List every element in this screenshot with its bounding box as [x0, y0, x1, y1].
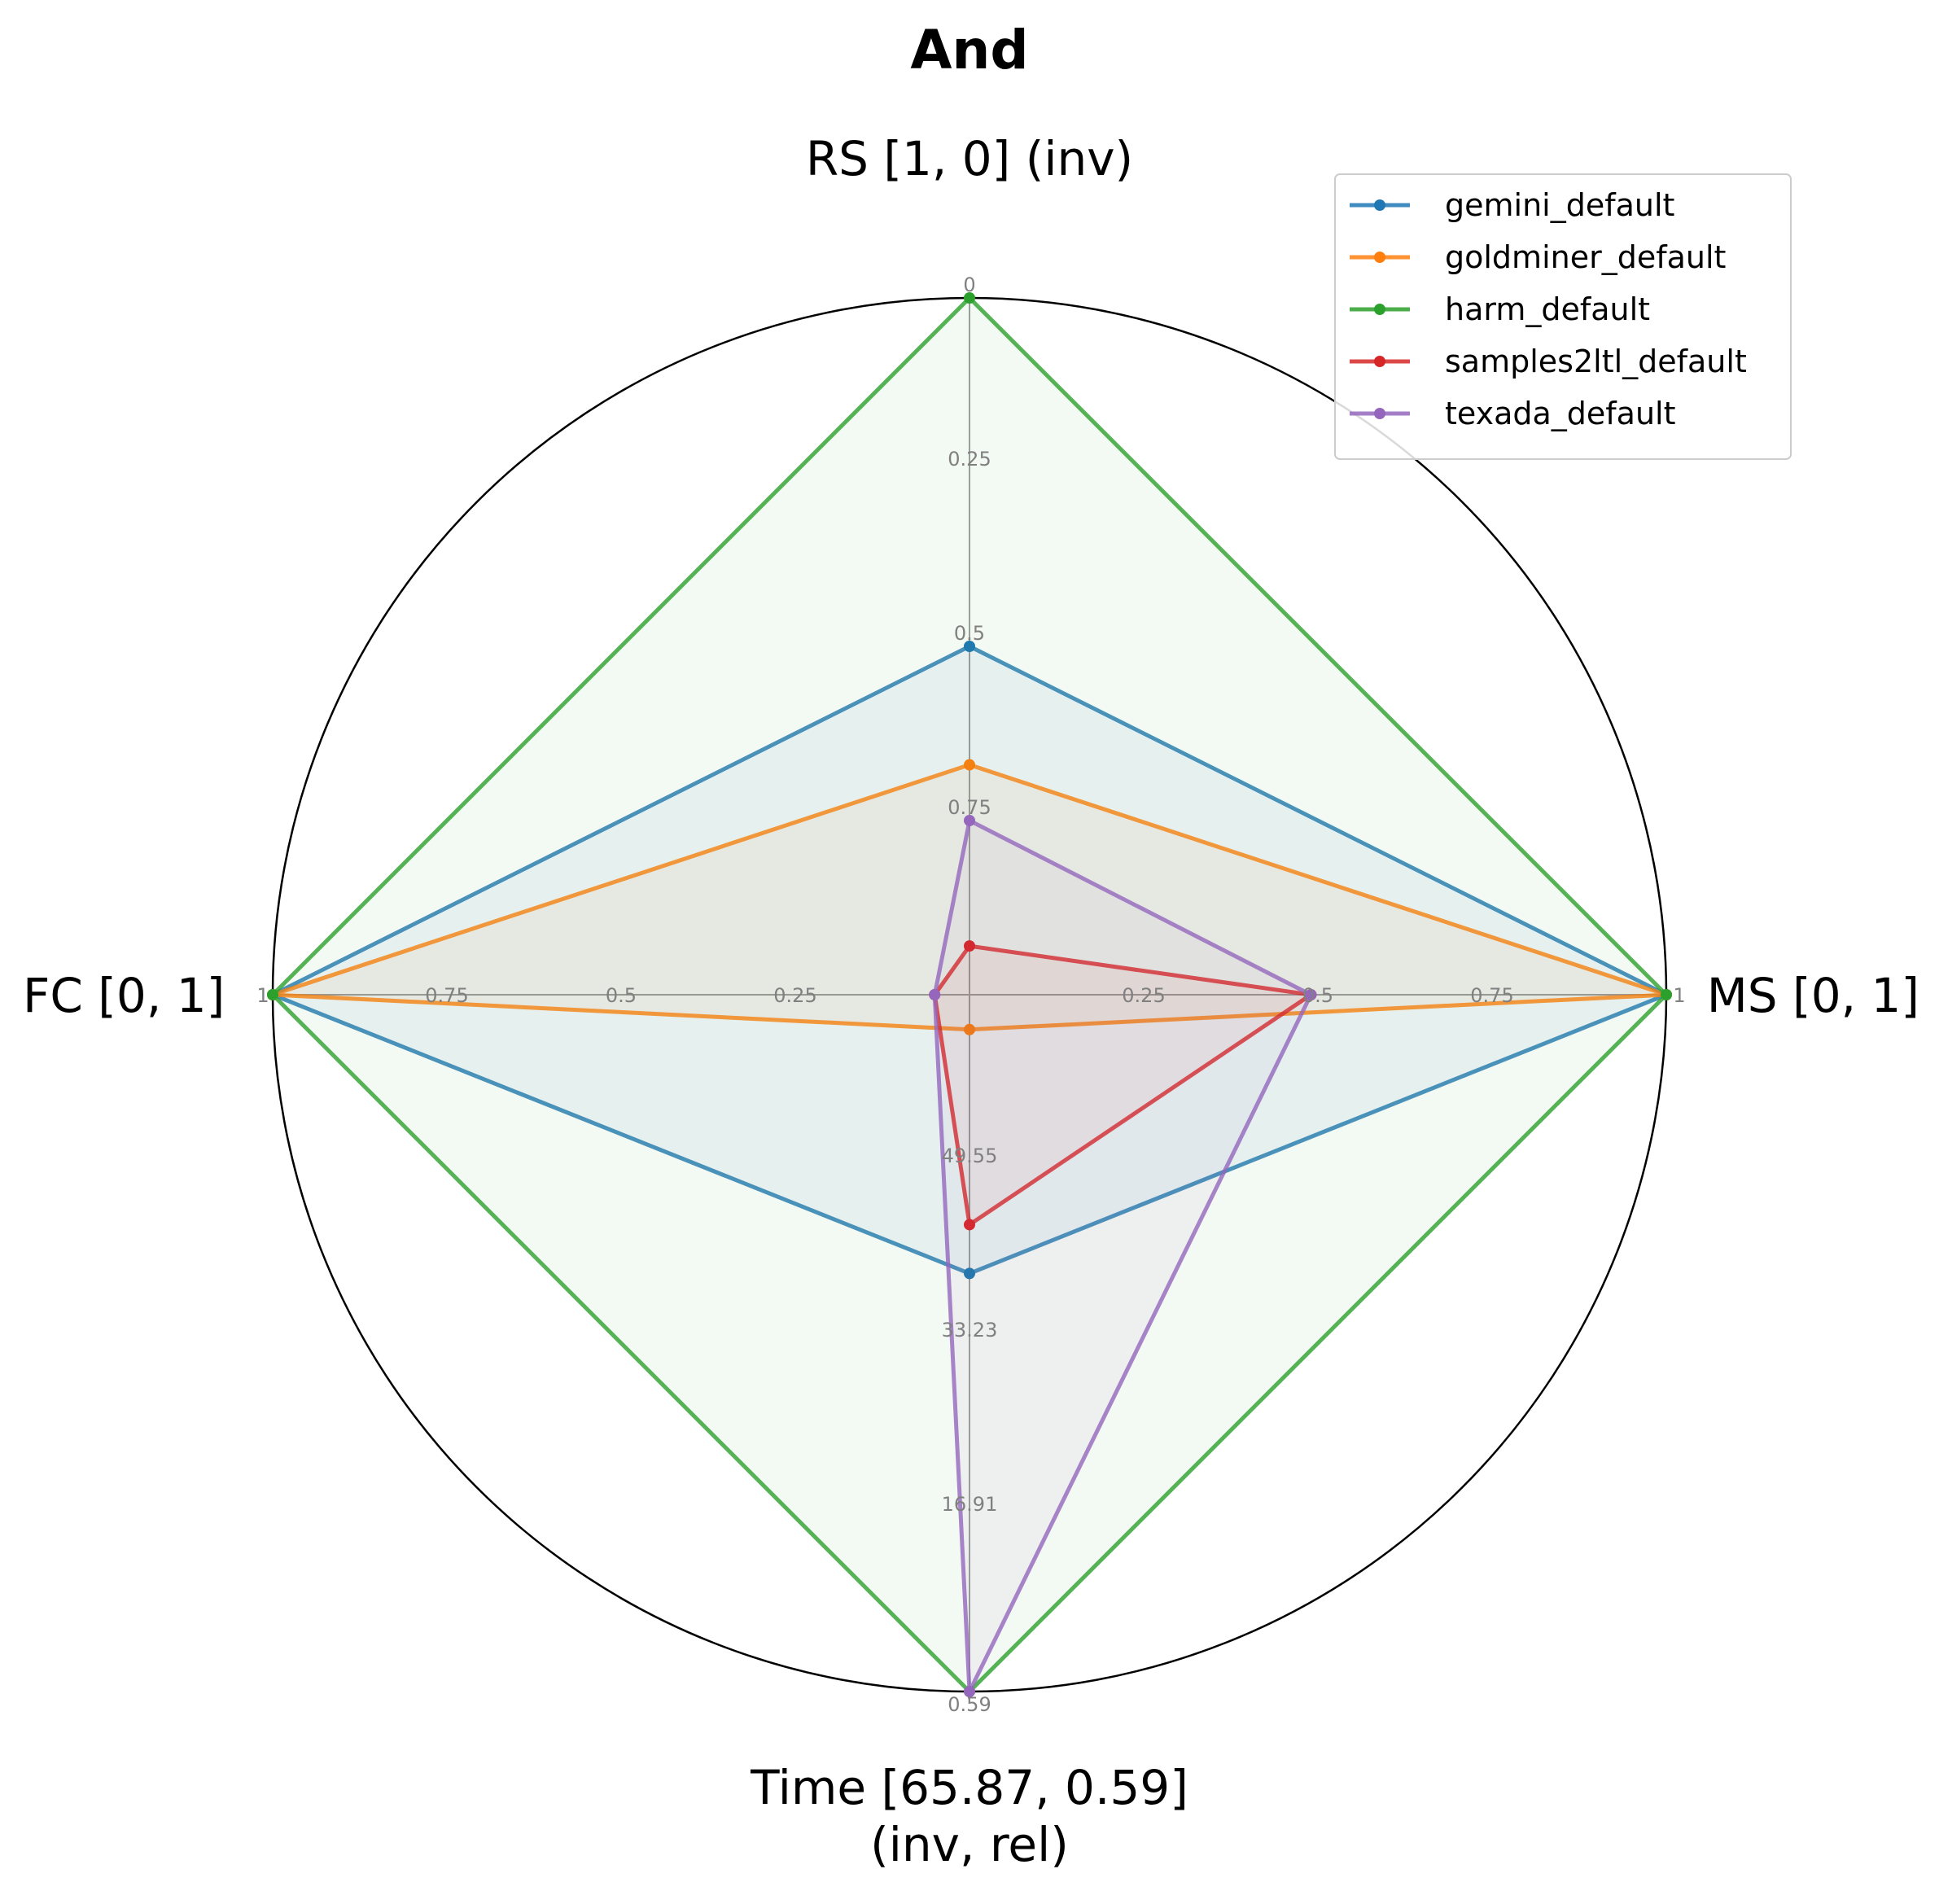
tick-ms-2: 0.75 [1470, 984, 1513, 1007]
axis-label-rs: RS [1, 0] (inv) [806, 131, 1133, 186]
tick-fc-0: 0.25 [773, 984, 816, 1007]
legend-marker [1374, 199, 1385, 211]
point-texada_default-ms [1305, 989, 1317, 1000]
tick-ms-3: 1 [1673, 984, 1685, 1007]
legend-item-harm_default: harm_default [1350, 291, 1650, 327]
axis-label-ms: MS [0, 1] [1707, 968, 1919, 1023]
axis-labels: RS [1, 0] (inv) MS [0, 1] Time [65.87, 0.5… [23, 131, 1919, 1872]
legend-label: harm_default [1445, 291, 1650, 327]
tick-fc-1: 0.5 [606, 984, 637, 1007]
point-harm_default-ms [1661, 989, 1672, 1000]
tick-fc-3: 1 [256, 984, 269, 1007]
tick-fc-2: 0.75 [425, 984, 468, 1007]
tick-time-1: 33.23 [942, 1319, 998, 1342]
series-fill-samples2ltl_default [934, 946, 1311, 1225]
point-goldminer_default-time [964, 1023, 975, 1035]
legend-item-goldminer_default: goldminer_default [1350, 239, 1726, 275]
tick-time-3: 0.59 [948, 1693, 991, 1716]
point-gemini_default-rs [964, 641, 975, 652]
tick-rs-3: 0.75 [948, 796, 991, 819]
tick-ms-0: 0.25 [1122, 984, 1165, 1007]
point-texada_default-rs [964, 815, 975, 826]
series-fill-texada_default [934, 821, 1311, 1692]
legend-box [1334, 173, 1792, 460]
legend-item-texada_default: texada_default [1350, 396, 1676, 431]
legend-marker [1374, 356, 1385, 367]
series-layer [267, 292, 1672, 1700]
point-harm_default-fc [267, 989, 278, 1000]
point-goldminer_default-rs [964, 759, 975, 771]
legend-label: gemini_default [1445, 187, 1674, 223]
series-texada_default [929, 815, 1317, 1700]
tick-labels: 0 0.25 0.5 0.75 0.25 0.5 0.75 1 49.55 33.23 16.91 0… [256, 274, 1685, 1716]
tick-rs-1: 0.25 [948, 448, 991, 471]
legend-marker [1374, 304, 1385, 315]
point-harm_default-rs [964, 292, 975, 304]
axis-label-fc: FC [0, 1] [23, 968, 225, 1023]
legend-item-gemini_default: gemini_default [1350, 187, 1674, 223]
tick-ms-1: 0.5 [1302, 984, 1333, 1007]
point-samples2ltl_default-rs [964, 940, 975, 952]
legend-marker [1374, 252, 1385, 263]
axis-label-time: Time [65.87, 0.59] [750, 1760, 1188, 1815]
legend-marker [1374, 408, 1385, 419]
point-samples2ltl_default-time [964, 1219, 975, 1231]
point-texada_default-time [964, 1686, 975, 1697]
chart-title: And [910, 19, 1028, 81]
point-gemini_default-time [964, 1267, 975, 1280]
tick-rs-2: 0.5 [954, 622, 985, 645]
tick-rs-0: 0 [963, 274, 975, 296]
series-fill-goldminer_default [273, 764, 1666, 1030]
tick-time-0: 49.55 [942, 1145, 998, 1167]
series-fill-gemini_default [273, 646, 1666, 1274]
tick-time-2: 16.91 [942, 1493, 998, 1516]
legend-label: texada_default [1445, 396, 1676, 431]
legend: gemini_default goldminer_default harm_defa… [1334, 173, 1792, 460]
legend-label: samples2ltl_default [1445, 344, 1747, 379]
legend-item-samples2ltl_default: samples2ltl_default [1350, 344, 1747, 379]
legend-label: goldminer_default [1445, 239, 1726, 275]
point-texada_default-fc [929, 989, 941, 1000]
axis-label-time-line2: (inv, rel) [870, 1817, 1069, 1872]
